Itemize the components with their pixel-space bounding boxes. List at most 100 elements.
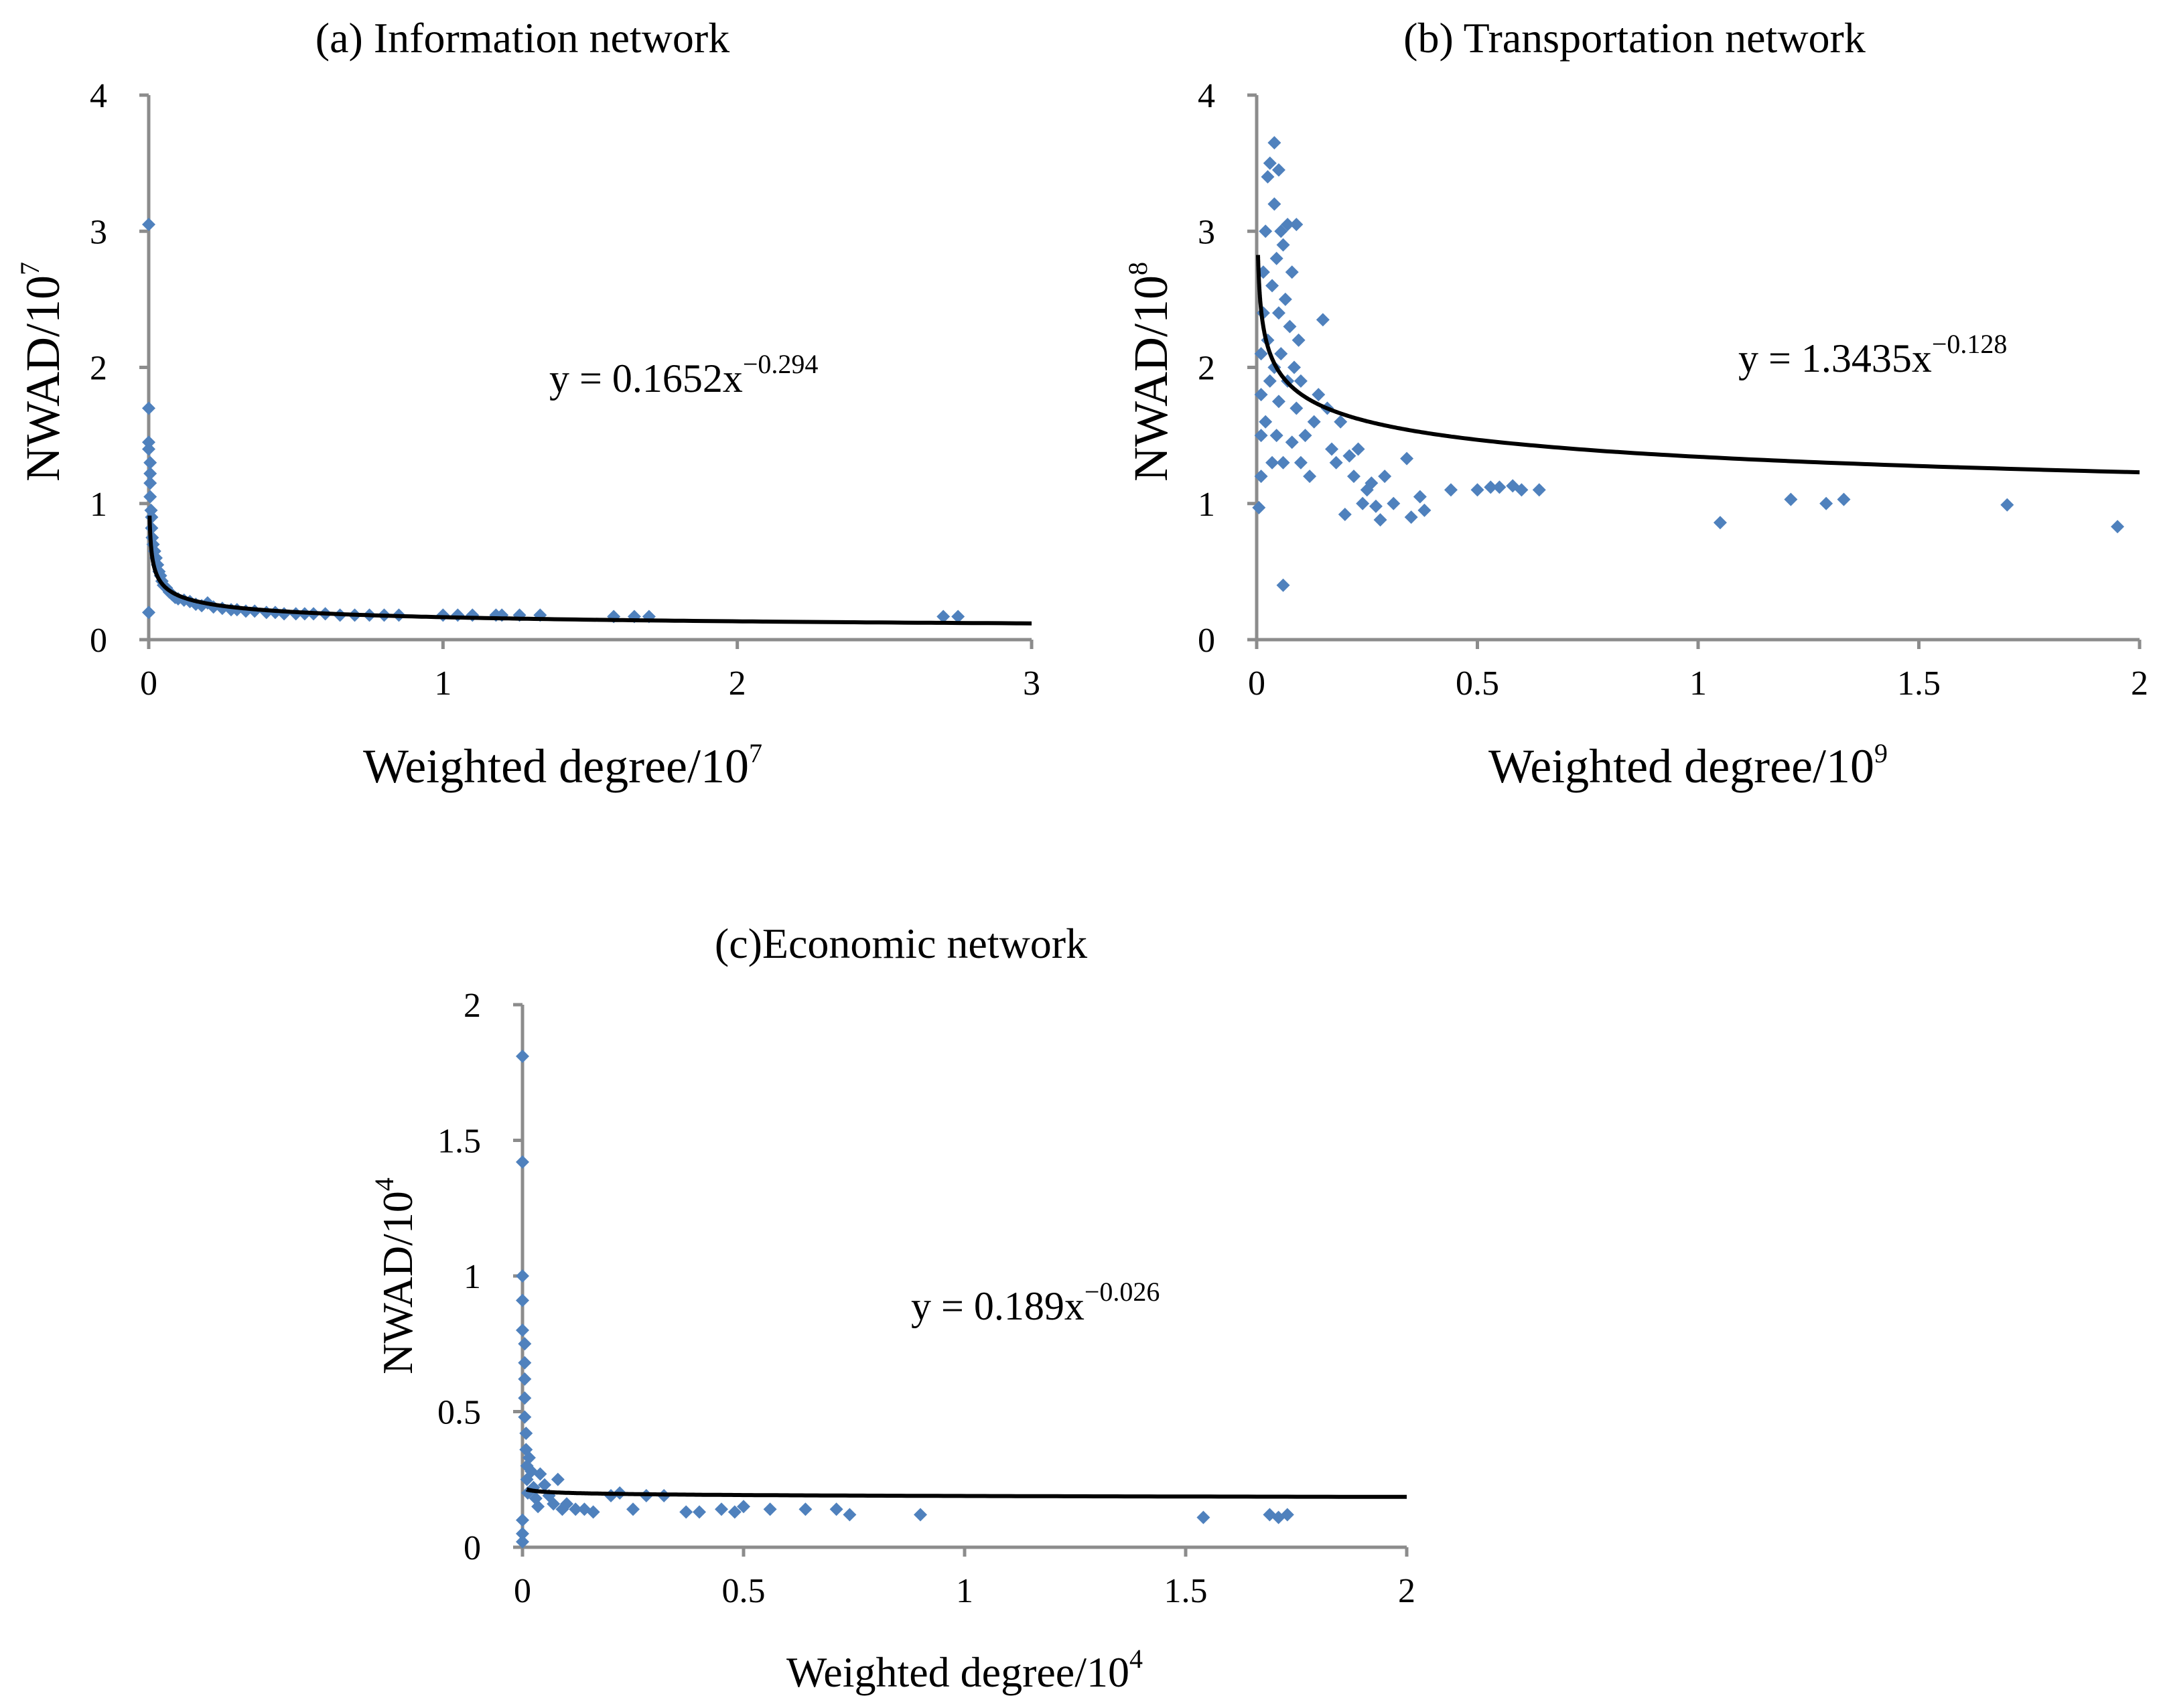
x-tick-label: 3 xyxy=(1023,664,1040,703)
panel-transportation-network: (b) Transportation network 0 0.5 1 1.5 2 0 1 2 3… xyxy=(1123,14,2148,793)
data-point xyxy=(2111,520,2125,534)
panel-c-y-label: NWAD/104 xyxy=(369,1178,421,1374)
panel-c-equation-exp: −0.026 xyxy=(1085,1277,1160,1307)
data-point xyxy=(142,442,155,456)
data-point xyxy=(451,608,465,622)
data-point xyxy=(1276,578,1290,592)
panel-c-equation-base: y = 0.189x xyxy=(911,1284,1085,1328)
panel-c-fit-line xyxy=(525,1487,1407,1499)
y-tick-label: 0 xyxy=(90,622,107,660)
data-point xyxy=(143,467,157,481)
data-point xyxy=(1196,1510,1210,1524)
x-tick-label: 1 xyxy=(434,664,451,703)
data-point xyxy=(516,1513,529,1527)
data-point xyxy=(1274,224,1288,238)
x-tick-label: 0.5 xyxy=(722,1572,766,1610)
data-point xyxy=(1289,218,1304,232)
data-point xyxy=(1287,360,1302,374)
data-point xyxy=(1271,395,1285,409)
x-tick-label: 1 xyxy=(1689,664,1707,703)
y-tick-label: 0.5 xyxy=(437,1394,481,1432)
data-point xyxy=(1303,470,1317,484)
data-point xyxy=(1417,503,1432,517)
data-point xyxy=(715,1502,728,1516)
data-point xyxy=(516,1535,529,1549)
data-point xyxy=(1713,516,1727,530)
panel-c-y-label-base: NWAD/10 xyxy=(374,1191,421,1374)
data-point xyxy=(1285,265,1299,279)
data-point xyxy=(1837,492,1851,506)
y-tick-label: 2 xyxy=(90,350,107,388)
panel-b-x-label-base: Weighted degree/10 xyxy=(1488,739,1874,793)
data-point xyxy=(533,1467,547,1481)
data-point xyxy=(1515,483,1529,497)
data-point xyxy=(1378,470,1392,484)
data-point xyxy=(1532,483,1546,497)
y-tick-label: 3 xyxy=(1198,213,1215,251)
panel-a-x-label-base: Weighted degree/10 xyxy=(363,739,749,793)
data-point xyxy=(1265,455,1279,470)
x-tick-label: 0 xyxy=(140,664,157,703)
data-point xyxy=(1283,319,1297,334)
data-point xyxy=(1470,483,1484,497)
data-point xyxy=(763,1502,777,1516)
data-point xyxy=(1492,480,1507,494)
x-tick-label: 1.5 xyxy=(1897,664,1941,703)
data-point xyxy=(586,1505,600,1519)
data-point xyxy=(142,218,155,232)
y-tick-label: 2 xyxy=(464,987,481,1025)
data-point xyxy=(518,1391,532,1405)
data-point xyxy=(569,1502,583,1516)
x-tick-label: 0 xyxy=(514,1572,531,1610)
data-point xyxy=(737,1500,750,1514)
data-point xyxy=(516,1049,529,1063)
y-tick-label: 0 xyxy=(1198,622,1215,660)
data-point xyxy=(518,1410,532,1424)
data-point xyxy=(1265,279,1279,293)
y-tick-label: 4 xyxy=(90,77,107,115)
data-point xyxy=(142,435,155,449)
panel-a-title: (a) Information network xyxy=(316,14,729,62)
panel-a-fit-line xyxy=(147,515,1032,626)
y-tick-label: 1.5 xyxy=(437,1123,481,1161)
data-point xyxy=(518,1337,532,1351)
y-tick-label: 3 xyxy=(90,213,107,251)
x-tick-label: 0.5 xyxy=(1456,664,1499,703)
data-point xyxy=(829,1502,843,1516)
data-point xyxy=(951,610,965,624)
data-point xyxy=(538,1478,551,1492)
data-point xyxy=(1484,480,1498,494)
data-point xyxy=(519,1426,533,1440)
data-point xyxy=(1267,197,1281,211)
data-point xyxy=(1254,347,1268,361)
y-tick-label: 2 xyxy=(1198,350,1215,388)
panel-a-y-label: NWAD/107 xyxy=(15,262,70,482)
data-point xyxy=(936,610,951,624)
panel-c-y-label-exp: 4 xyxy=(369,1178,399,1191)
panel-a-x-label: Weighted degree/107 xyxy=(363,738,762,793)
panel-c-x-label: Weighted degree/104 xyxy=(786,1644,1143,1696)
data-point xyxy=(914,1508,927,1522)
data-point xyxy=(1298,429,1312,443)
data-point xyxy=(1259,224,1273,238)
data-point xyxy=(142,606,155,620)
panel-a-points xyxy=(142,218,965,624)
data-point xyxy=(1294,455,1308,470)
data-point xyxy=(551,1472,565,1486)
data-point xyxy=(1267,136,1281,150)
data-point xyxy=(1356,496,1370,510)
data-point xyxy=(798,1502,813,1516)
data-point xyxy=(142,401,155,415)
data-point xyxy=(1373,513,1387,527)
x-tick-label: 0 xyxy=(1248,664,1265,703)
data-point xyxy=(1254,429,1268,443)
data-point xyxy=(1259,415,1273,429)
x-tick-label: 2 xyxy=(2131,664,2148,703)
panel-a-equation: y = 0.1652x−0.294 xyxy=(549,349,818,401)
panel-b-ticks: 0 0.5 1 1.5 2 0 1 2 3 4 xyxy=(1198,77,2148,703)
data-point xyxy=(143,455,157,470)
x-tick-label: 2 xyxy=(729,664,746,703)
panel-b-equation: y = 1.3435x−0.128 xyxy=(1738,329,2007,380)
y-tick-label: 4 xyxy=(1198,77,1215,115)
